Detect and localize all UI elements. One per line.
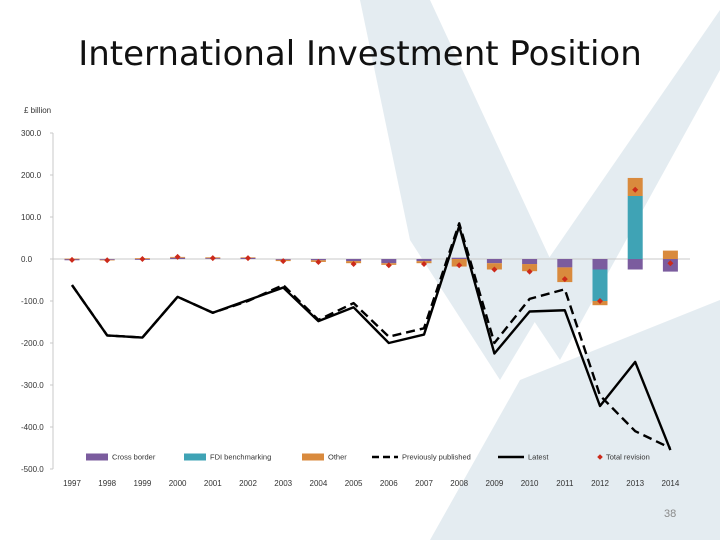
y-tick-label: -100.0 bbox=[21, 297, 44, 306]
bar-segment bbox=[381, 259, 397, 264]
total-revision-marker bbox=[245, 255, 251, 262]
bar-segment bbox=[627, 196, 643, 259]
legend-swatch bbox=[302, 453, 324, 461]
x-tick-label: 1999 bbox=[134, 479, 152, 488]
x-tick-label: 2009 bbox=[486, 479, 504, 488]
total-revision-marker bbox=[597, 298, 603, 304]
x-tick-label: 2012 bbox=[591, 479, 609, 488]
total-revision-marker bbox=[104, 257, 111, 264]
y-tick-label: 200.0 bbox=[21, 171, 42, 180]
total-revision-marker bbox=[69, 256, 75, 263]
total-revision-marker bbox=[280, 258, 287, 265]
bar-segment bbox=[627, 259, 643, 270]
chart-lines bbox=[71, 222, 672, 451]
legend-swatch bbox=[86, 453, 108, 461]
legend-label: Previously published bbox=[402, 453, 471, 462]
total-revision-marker bbox=[667, 260, 674, 267]
legend-label: Cross border bbox=[112, 453, 156, 462]
total-revision-marker bbox=[632, 186, 639, 193]
x-tick-label: 2006 bbox=[380, 479, 398, 488]
total-revision-marker bbox=[385, 262, 392, 269]
total-revision-marker bbox=[491, 266, 498, 273]
bar-segment bbox=[522, 264, 538, 272]
x-tick-label: 1998 bbox=[98, 479, 116, 488]
x-tick-label: 2010 bbox=[521, 479, 539, 488]
y-tick-label: 300.0 bbox=[21, 129, 42, 138]
chart-markers bbox=[69, 186, 674, 304]
x-tick-label: 2001 bbox=[204, 479, 222, 488]
y-tick-label: -300.0 bbox=[21, 381, 44, 390]
y-tick-label: 100.0 bbox=[21, 213, 42, 222]
latest-line bbox=[71, 225, 672, 451]
previously-published-line bbox=[71, 222, 671, 450]
legend-label: Other bbox=[328, 453, 347, 462]
x-tick-label: 1997 bbox=[63, 479, 81, 488]
x-tick-label: 2000 bbox=[169, 479, 187, 488]
x-tick-label: 2002 bbox=[239, 479, 257, 488]
x-tick-label: 2007 bbox=[415, 479, 433, 488]
slide-title: International Investment Position bbox=[78, 34, 642, 74]
bar-segment bbox=[592, 259, 608, 270]
y-tick-label: -500.0 bbox=[21, 465, 44, 474]
legend-swatch bbox=[597, 454, 603, 460]
bar-segment bbox=[416, 259, 432, 262]
chart-axes: £ billion 300.0 200.0 100.0 0.0 -100.0 -200.0 -… bbox=[21, 106, 690, 488]
total-revision-marker bbox=[209, 255, 216, 262]
page-number: 38 bbox=[664, 508, 677, 520]
bar-segment bbox=[451, 257, 467, 259]
x-tick-label: 2013 bbox=[626, 479, 644, 488]
x-tick-label: 2003 bbox=[274, 479, 292, 488]
y-tick-label: 0.0 bbox=[21, 255, 33, 264]
y-tick-label: -200.0 bbox=[21, 339, 44, 348]
total-revision-marker bbox=[139, 256, 146, 262]
x-tick-label: 2008 bbox=[450, 479, 468, 488]
bar-segment bbox=[486, 259, 502, 264]
x-tick-label: 2014 bbox=[662, 479, 680, 488]
total-revision-marker bbox=[350, 261, 357, 268]
bar-segment bbox=[557, 267, 573, 283]
total-revision-marker bbox=[174, 253, 181, 260]
bar-segment bbox=[486, 263, 502, 270]
total-revision-marker bbox=[456, 262, 463, 269]
legend-swatch bbox=[184, 453, 206, 461]
total-revision-marker bbox=[315, 258, 322, 265]
x-tick-label: 2004 bbox=[310, 479, 328, 488]
chart-bars bbox=[64, 177, 678, 306]
legend-label: Total revision bbox=[606, 453, 650, 462]
legend-label: Latest bbox=[528, 453, 549, 462]
legend-label: FDI benchmarking bbox=[210, 453, 271, 462]
total-revision-marker bbox=[526, 268, 533, 275]
total-revision-marker bbox=[421, 261, 427, 268]
x-tick-label: 2005 bbox=[345, 479, 363, 488]
bar-segment bbox=[346, 259, 362, 262]
x-tick-label: 2011 bbox=[556, 479, 574, 488]
bar-segment bbox=[522, 259, 538, 265]
bar-segment bbox=[662, 250, 678, 259]
bar-segment bbox=[557, 259, 573, 268]
y-tick-label: -400.0 bbox=[21, 423, 44, 432]
bar-segment bbox=[592, 269, 608, 301]
y-axis-label: £ billion bbox=[24, 106, 51, 115]
total-revision-marker bbox=[561, 276, 568, 283]
chart-legend: Cross border FDI benchmarking Other Previou… bbox=[86, 453, 650, 462]
